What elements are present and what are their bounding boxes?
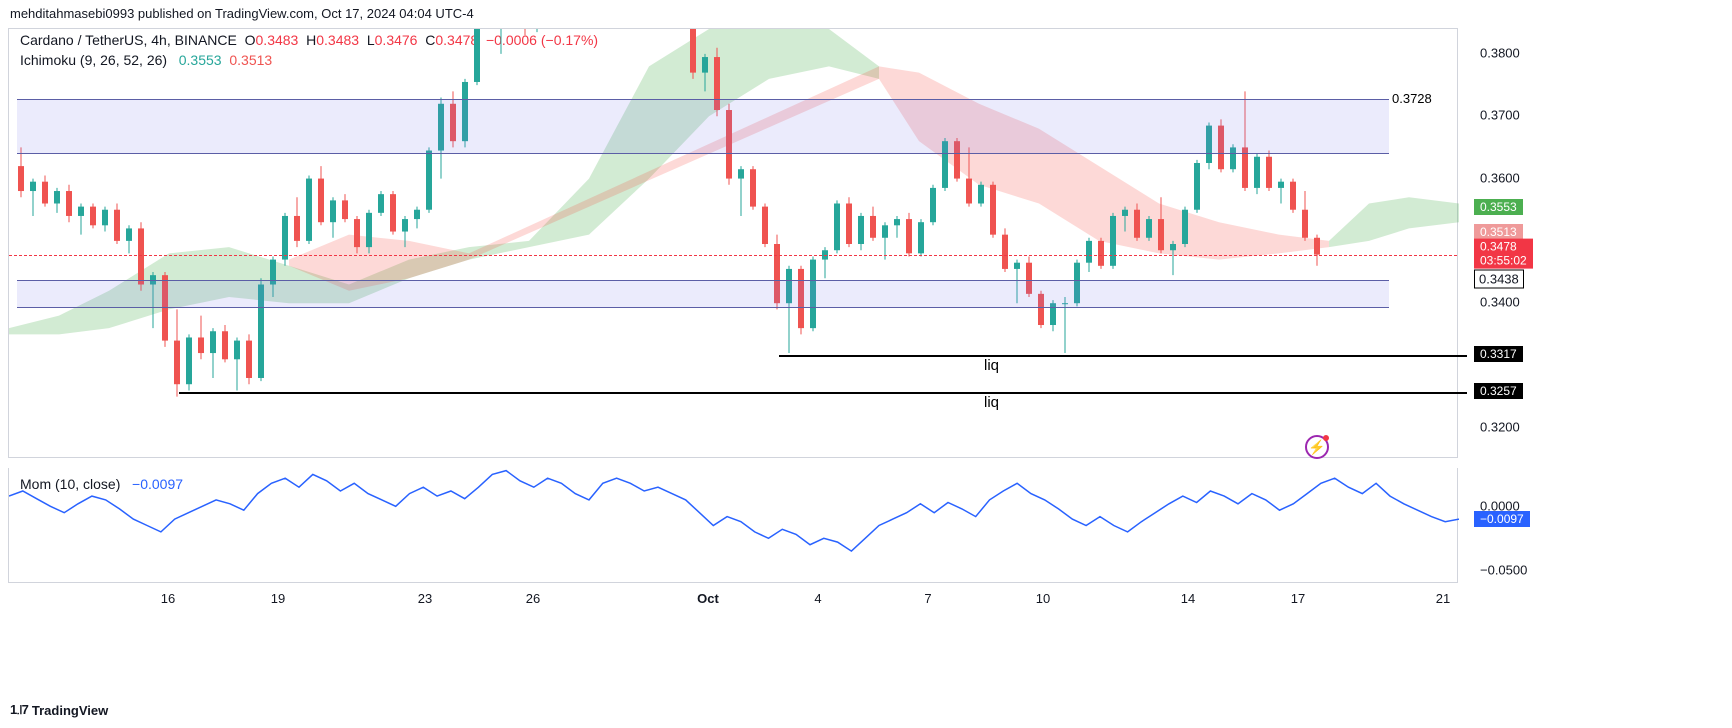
liquidity-line — [779, 355, 1467, 357]
y-tick: 0.3200 — [1480, 419, 1520, 434]
x-tick: 26 — [526, 591, 540, 606]
x-tick: 23 — [418, 591, 432, 606]
price-label: 0.3438 — [1474, 269, 1524, 288]
publish-header: mehditahmasebi0993 published on TradingV… — [10, 6, 474, 21]
logo-icon: 1꜌7 — [10, 702, 28, 718]
x-tick: 17 — [1291, 591, 1305, 606]
y-tick: 0.3800 — [1480, 45, 1520, 60]
x-tick: 7 — [924, 591, 931, 606]
price-label: 0.347803:55:02 — [1474, 238, 1533, 269]
current-price-line — [9, 255, 1457, 256]
y-tick: −0.0500 — [1480, 563, 1527, 578]
tradingview-logo: 1꜌7 TradingView — [10, 702, 108, 718]
price-label: 0.3257 — [1474, 383, 1523, 399]
price-label: 0.3317 — [1474, 346, 1523, 362]
momentum-chart[interactable] — [8, 468, 1458, 583]
x-tick: 14 — [1181, 591, 1195, 606]
x-tick: 21 — [1436, 591, 1450, 606]
main-y-axis: 0.38000.37000.36000.34000.32000.35530.35… — [1460, 28, 1550, 458]
y-tick: 0.3700 — [1480, 108, 1520, 123]
price-zone — [17, 280, 1389, 309]
indicator-y-axis: 0.0000−0.0500−0.0097 — [1460, 468, 1550, 583]
indicator-price-label: −0.0097 — [1474, 511, 1530, 527]
liq-label: liq — [984, 357, 999, 374]
x-tick: 4 — [814, 591, 821, 606]
liq-label: liq — [984, 394, 999, 411]
x-tick: 19 — [271, 591, 285, 606]
x-tick: 10 — [1036, 591, 1050, 606]
main-price-chart[interactable]: liq liq ⚡ 0.3728 — [8, 28, 1458, 458]
liquidity-line — [179, 392, 1467, 394]
x-tick: Oct — [697, 591, 719, 606]
price-zone — [17, 99, 1389, 154]
time-axis: 16 19 23 26 Oct 4 7 10 14 17 21 — [8, 583, 1458, 613]
x-tick: 16 — [161, 591, 175, 606]
brand-text: TradingView — [32, 703, 108, 718]
replay-icon[interactable]: ⚡ — [1305, 435, 1329, 459]
y-tick: 0.3400 — [1480, 295, 1520, 310]
zone-value-label: 0.3728 — [1389, 91, 1435, 106]
y-tick: 0.3600 — [1480, 170, 1520, 185]
price-label: 0.3553 — [1474, 199, 1523, 215]
